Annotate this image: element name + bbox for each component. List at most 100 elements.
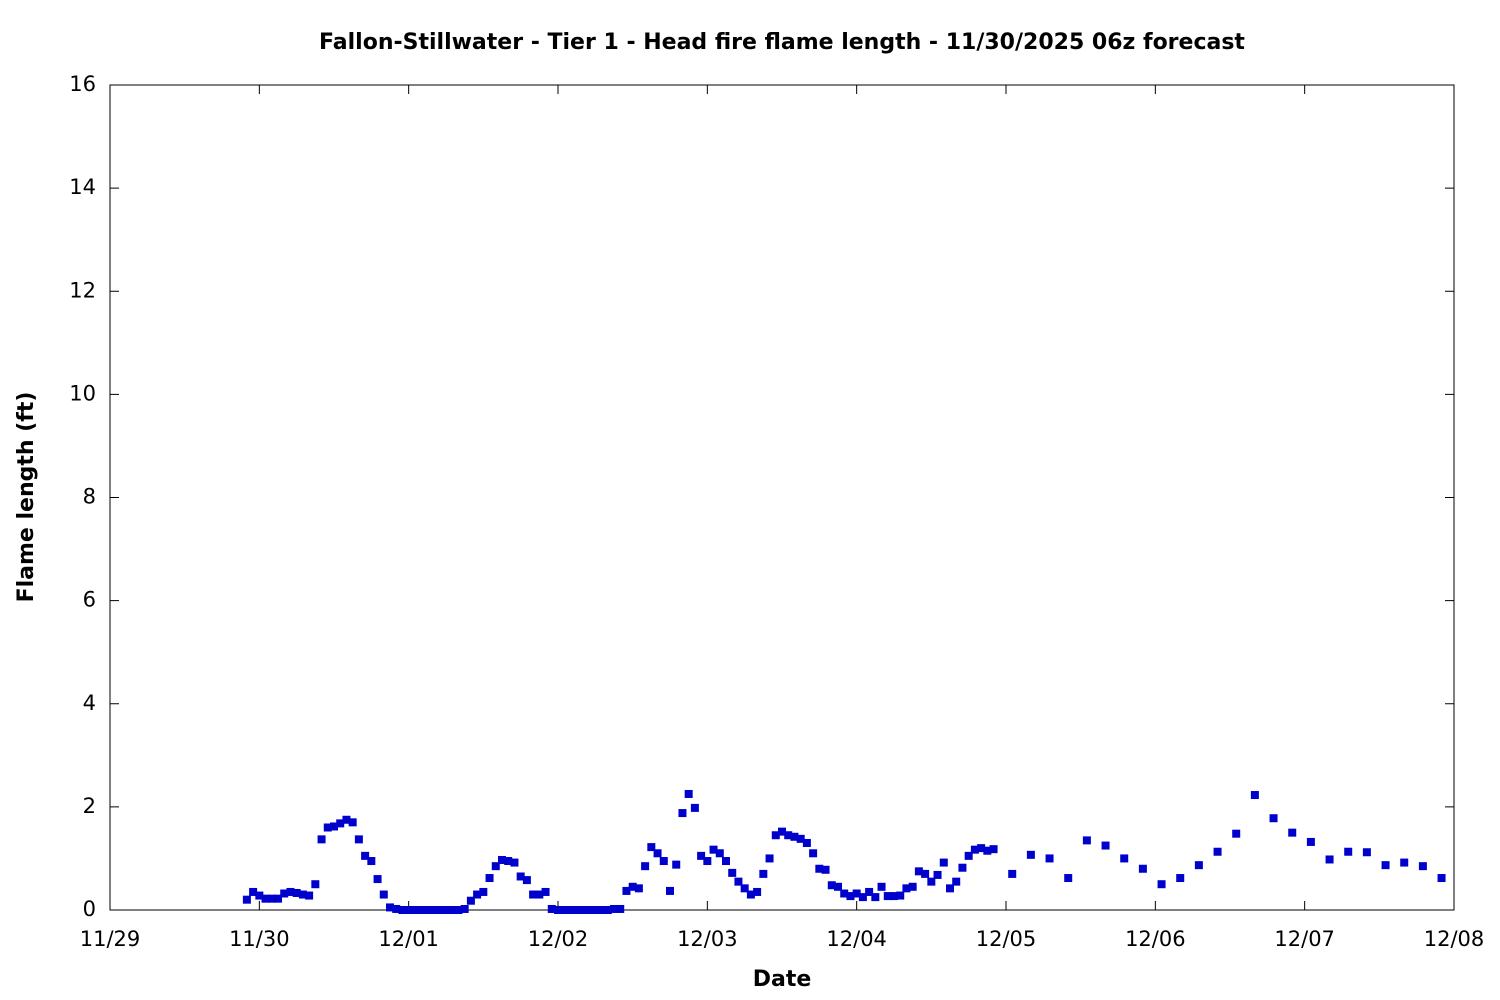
data-point	[498, 855, 506, 864]
data-point	[423, 906, 432, 914]
x-tick-label: 11/29	[80, 927, 141, 951]
data-point	[858, 893, 867, 902]
data-point	[1400, 858, 1409, 867]
data-point	[267, 894, 276, 903]
data-point	[1325, 855, 1334, 864]
data-point	[529, 890, 538, 899]
data-point	[989, 845, 998, 854]
y-tick-label: 8	[83, 485, 96, 509]
data-point	[317, 835, 326, 844]
data-point	[827, 881, 836, 890]
data-point	[1026, 850, 1035, 859]
y-tick-label: 16	[69, 72, 96, 96]
data-point	[1082, 836, 1091, 845]
data-point	[591, 906, 600, 914]
data-point	[1344, 847, 1353, 856]
data-point	[410, 906, 419, 914]
data-point	[348, 818, 357, 827]
y-tick-label: 6	[83, 588, 96, 612]
plot-frame	[109, 84, 1455, 911]
data-point	[286, 887, 295, 896]
chart-title: Fallon-Stillwater - Tier 1 - Head fire f…	[319, 30, 1245, 55]
data-point	[429, 906, 438, 914]
data-point	[722, 857, 730, 866]
data-point	[361, 851, 370, 860]
data-point	[566, 906, 575, 914]
data-point	[933, 870, 942, 879]
x-tick-label: 12/08	[1424, 927, 1485, 951]
data-point	[765, 854, 774, 863]
data-point	[305, 891, 314, 900]
data-point	[834, 882, 842, 891]
data-point	[771, 831, 780, 840]
data-point	[715, 849, 724, 858]
data-point	[1120, 854, 1129, 863]
data-point	[1194, 861, 1203, 870]
data-point	[261, 894, 270, 903]
data-point	[373, 875, 382, 884]
data-point	[554, 906, 562, 914]
data-point	[1269, 814, 1278, 823]
data-point	[964, 851, 973, 860]
x-axis-title: Date	[753, 967, 812, 992]
data-point	[784, 831, 793, 840]
data-point	[460, 904, 469, 913]
data-point	[690, 803, 699, 812]
data-point	[840, 889, 849, 898]
data-point	[890, 892, 898, 901]
x-tick-label: 12/02	[528, 927, 589, 951]
x-tick-label: 12/06	[1125, 927, 1186, 951]
data-point	[417, 906, 426, 914]
data-point	[466, 896, 475, 905]
data-point	[572, 906, 581, 914]
data-point	[952, 877, 961, 886]
y-tick-label: 14	[69, 175, 96, 199]
data-point	[330, 822, 338, 831]
data-point	[796, 834, 805, 843]
data-point	[746, 890, 755, 899]
data-point	[809, 849, 818, 858]
data-point	[1138, 864, 1147, 873]
data-point	[541, 887, 550, 896]
data-point	[585, 906, 594, 914]
data-point	[367, 857, 376, 866]
data-point	[1250, 791, 1259, 800]
y-tick-label: 0	[83, 897, 96, 921]
data-point	[1381, 861, 1390, 870]
data-point	[1064, 874, 1073, 883]
data-point	[1008, 869, 1017, 878]
data-point	[914, 867, 923, 876]
data-point	[659, 857, 668, 866]
data-point	[641, 862, 650, 871]
data-point	[578, 906, 587, 914]
data-point	[1306, 837, 1315, 846]
data-point	[379, 890, 388, 899]
data-point	[298, 890, 307, 899]
data-point	[709, 845, 718, 854]
data-point	[1213, 847, 1222, 856]
data-point	[479, 887, 488, 896]
data-point	[703, 857, 712, 866]
data-point	[684, 789, 693, 798]
data-point	[1045, 854, 1054, 863]
data-point	[597, 906, 606, 914]
data-point	[1176, 874, 1185, 883]
data-point	[939, 858, 948, 867]
data-point	[697, 851, 706, 860]
data-point	[354, 835, 363, 844]
data-point	[603, 906, 612, 914]
data-point	[865, 887, 874, 896]
data-point	[896, 891, 905, 900]
data-point	[740, 884, 749, 893]
data-point	[672, 860, 681, 869]
data-point	[921, 869, 930, 878]
data-point	[902, 884, 911, 893]
y-tick-label: 4	[83, 691, 96, 715]
data-point	[852, 889, 861, 898]
data-point	[734, 877, 743, 886]
x-tick-label: 12/04	[826, 927, 887, 951]
x-tick-label: 11/30	[229, 927, 290, 951]
data-point	[280, 889, 289, 898]
data-point	[435, 906, 444, 914]
data-point	[404, 906, 413, 914]
